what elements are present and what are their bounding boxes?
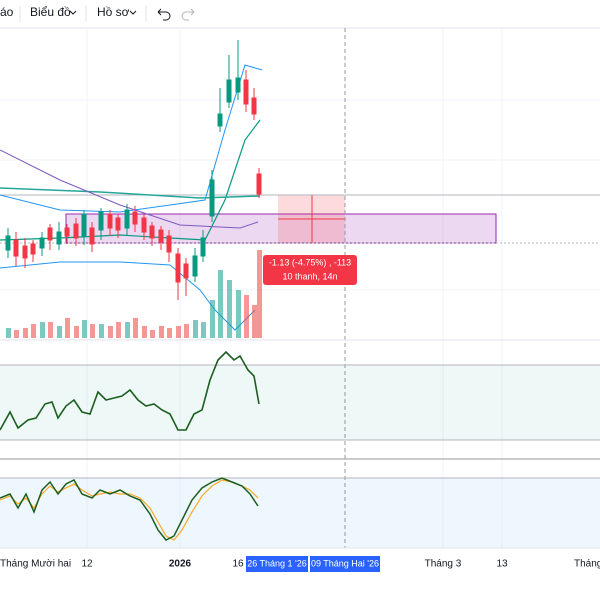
stoch-k	[0, 477, 259, 541]
x-tick-label: 13	[496, 559, 508, 570]
x-highlight-label: 26 Tháng 1 '26	[247, 558, 307, 568]
x-tick-label: Tháng Mười hai	[0, 559, 71, 570]
bb-basis	[0, 119, 261, 241]
chevron	[69, 10, 77, 15]
redo-icon[interactable]	[181, 8, 195, 21]
measure-change: -1.13 (-4.75%) , -113	[269, 257, 351, 267]
bb-upper	[0, 64, 263, 213]
x-highlight	[310, 556, 380, 572]
measure-label	[263, 255, 357, 285]
stoch-band	[0, 478, 600, 548]
measure-span: 10 thanh, 14n	[282, 271, 337, 281]
menu-item[interactable]: Biểu đồ	[30, 5, 71, 19]
rsi-line	[0, 350, 260, 431]
rsi-band	[0, 365, 600, 440]
undo-icon[interactable]	[157, 8, 171, 21]
stoch-d	[0, 479, 259, 541]
x-highlight-label: 09 Tháng Hai '26	[311, 558, 379, 568]
bb-lower	[0, 261, 256, 331]
ma-line	[0, 187, 261, 199]
x-tick-label: 16	[232, 559, 244, 570]
menu-item[interactable]: Hồ sơ	[97, 5, 130, 19]
ma-line	[0, 149, 259, 229]
grid	[0, 28, 600, 548]
x-tick-label: Tháng	[574, 559, 600, 570]
chevron	[129, 10, 137, 15]
x-highlight	[246, 556, 308, 572]
toolbar	[0, 0, 600, 28]
candles	[5, 40, 262, 300]
volume	[6, 250, 262, 338]
x-tick-label: 12	[81, 559, 93, 570]
x-tick-label: 2026	[169, 559, 192, 570]
menu-item[interactable]: áo	[0, 5, 14, 19]
x-tick-label: Tháng 3	[425, 559, 462, 570]
